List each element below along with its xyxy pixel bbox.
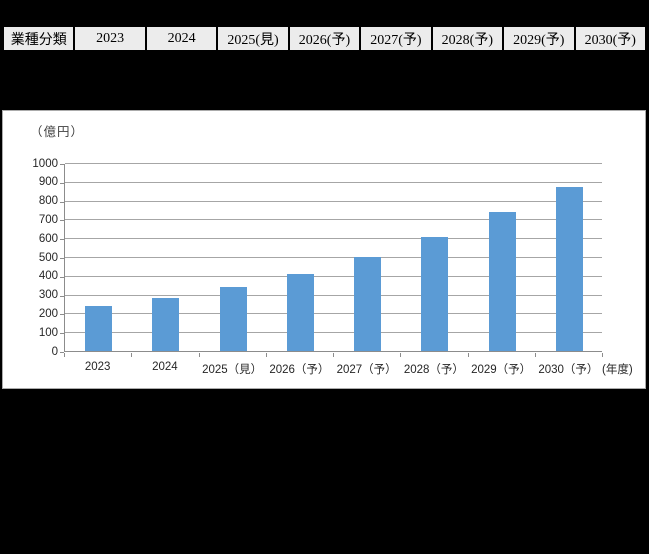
- gridline: [65, 219, 602, 221]
- x-axis-tick-mark: [534, 353, 536, 357]
- x-axis-tick-label: 2024: [152, 361, 178, 373]
- x-axis-tick-mark: [265, 353, 267, 357]
- y-axis-tick-label: 700: [38, 213, 58, 226]
- table-cell-category-label: 業種分類: [1, 25, 76, 52]
- y-axis-tick-label: 600: [38, 232, 58, 245]
- gridline: [65, 332, 602, 334]
- y-axis-tick-label: 100: [38, 326, 58, 339]
- gridline: [65, 163, 602, 164]
- y-axis-tick-mark: [60, 182, 64, 184]
- y-axis-tick-mark: [60, 239, 64, 241]
- x-axis-tick-label: 2028（予）: [403, 364, 464, 376]
- x-axis-tick-label: 2030（予）: [538, 364, 599, 376]
- y-axis-tick-mark: [60, 276, 64, 278]
- y-axis-tick-mark: [60, 164, 64, 165]
- table-cell-year: 2029(予): [502, 25, 576, 52]
- bar-2025（見）: [219, 287, 247, 351]
- gridline: [65, 200, 602, 202]
- y-axis-tick-label: 900: [38, 176, 58, 189]
- gridline: [65, 275, 602, 277]
- gridline: [65, 181, 602, 183]
- industry-year-table: 業種分類 2023 2024 2025(見) 2026(予) 2027(予) 2028(予)…: [1, 25, 647, 52]
- x-axis-tick-mark: [602, 353, 603, 357]
- y-axis-tick-label: 400: [38, 270, 58, 283]
- plot-area: [64, 163, 602, 352]
- y-axis-tick-mark: [60, 220, 64, 222]
- y-axis-tick-label: 300: [38, 289, 58, 302]
- x-axis-tick-label: 2023: [84, 361, 111, 373]
- x-axis-tick-label: 2027（予）: [336, 364, 397, 376]
- bar-2023: [85, 305, 113, 351]
- table-cell-year: 2026(予): [287, 25, 362, 52]
- gridline: [65, 313, 602, 315]
- table-cell-year: 2027(予): [359, 25, 433, 52]
- y-axis-tick-mark: [60, 314, 64, 316]
- y-axis-tick-mark: [60, 333, 64, 335]
- x-axis-tick-label: 2026（予）: [269, 364, 330, 376]
- table-cell-year: 2030(予): [573, 25, 647, 52]
- y-axis-tick-label: 0: [51, 345, 58, 358]
- x-axis-tick-mark: [333, 353, 334, 357]
- bar-2029（予）: [488, 211, 516, 351]
- bar-2026（予）: [286, 273, 314, 351]
- gridline: [65, 238, 602, 240]
- x-axis-tick-label: 2025（見）: [202, 364, 263, 376]
- y-axis-tick-label: 800: [38, 195, 58, 208]
- y-axis-tick-label: 200: [38, 307, 58, 320]
- table-header-row: 業種分類 2023 2024 2025(見) 2026(予) 2027(予) 2028(予)…: [1, 25, 647, 52]
- y-axis-tick-mark: [60, 201, 64, 203]
- table-cell-year: 2025(見): [216, 25, 290, 52]
- x-axis-unit-label: (年度): [602, 364, 633, 376]
- x-axis-tick-mark: [64, 353, 65, 357]
- x-axis-tick-mark: [198, 353, 200, 357]
- bar-2027（予）: [354, 257, 382, 351]
- gridline: [65, 257, 602, 258]
- y-axis-unit-label: （億円）: [30, 125, 85, 139]
- y-axis-tick-label: 1000: [32, 157, 58, 170]
- y-axis-tick-mark: [60, 295, 64, 297]
- bar-2030（予）: [555, 186, 583, 351]
- bar-2024: [152, 298, 180, 351]
- chart-panel: （億円） 0 100 200 300 400 500 600 700 800 900 1000 202…: [2, 110, 646, 389]
- y-axis-tick-mark: [60, 352, 64, 353]
- bar-2028（予）: [421, 237, 449, 351]
- x-axis-tick-mark: [400, 353, 402, 357]
- y-axis-tick-mark: [60, 258, 64, 259]
- x-axis-tick-mark: [131, 353, 133, 357]
- x-axis-tick-label: 2029（予）: [471, 364, 532, 376]
- table-cell-year: 2024: [144, 25, 219, 52]
- table-cell-year: 2023: [73, 25, 147, 52]
- y-axis-tick-label: 500: [38, 251, 58, 264]
- table-cell-year: 2028(予): [430, 25, 505, 52]
- x-axis-tick-mark: [467, 353, 469, 357]
- gridline: [65, 294, 602, 296]
